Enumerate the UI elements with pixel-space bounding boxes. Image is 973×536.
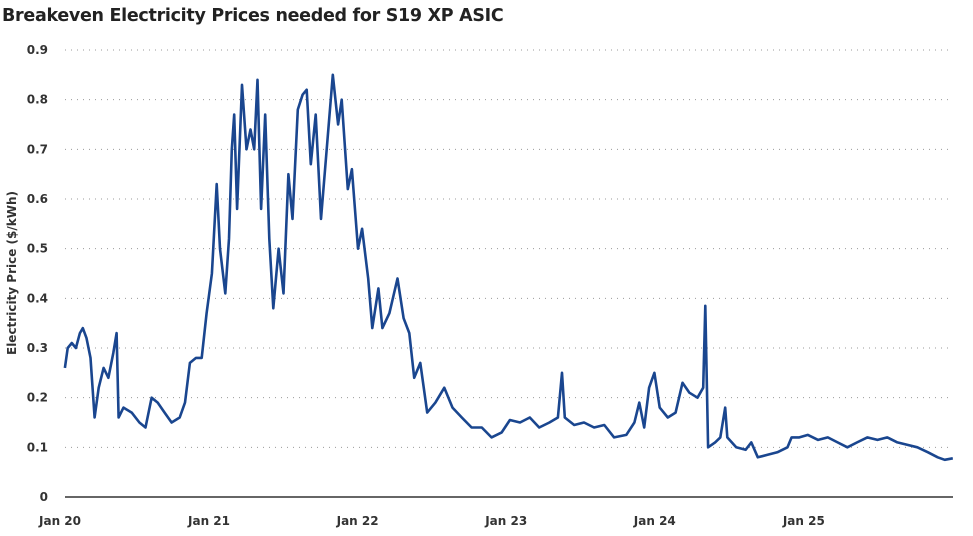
y-tick-label: 0.3: [27, 341, 48, 355]
x-tick-label: Jan 25: [782, 514, 825, 528]
gridlines: [65, 49, 953, 448]
x-tick-label: Jan 22: [336, 514, 379, 528]
series-line: [63, 73, 954, 462]
y-tick-label: 0.8: [27, 93, 48, 107]
y-tick-label: 0.9: [27, 43, 48, 57]
y-axis-label: Electricity Price ($/kWh): [5, 191, 19, 355]
y-tick-label: 0: [40, 490, 48, 504]
x-tick-label: Jan 24: [633, 514, 676, 528]
x-tick-label: Jan 21: [187, 514, 230, 528]
chart-title: Breakeven Electricity Prices needed for …: [2, 6, 504, 26]
y-tick-label: 0.6: [27, 192, 48, 206]
y-tick-label: 0.2: [27, 391, 48, 405]
y-tick-label: 0.7: [27, 142, 48, 156]
y-tick-label: 0.1: [27, 440, 48, 454]
y-tick-label: 0.4: [27, 291, 48, 305]
x-axis-ticks: Jan 20 Jan 21 Jan 22 Jan 23 Jan 24 Jan 25: [38, 514, 825, 528]
x-tick-label: Jan 23: [484, 514, 527, 528]
x-tick-label: Jan 20: [38, 514, 81, 528]
y-tick-label: 0.5: [27, 242, 48, 256]
y-axis-ticks: 0 0.1 0.2 0.3 0.4 0.5 0.6 0.7 0.8 0.9: [27, 43, 48, 504]
